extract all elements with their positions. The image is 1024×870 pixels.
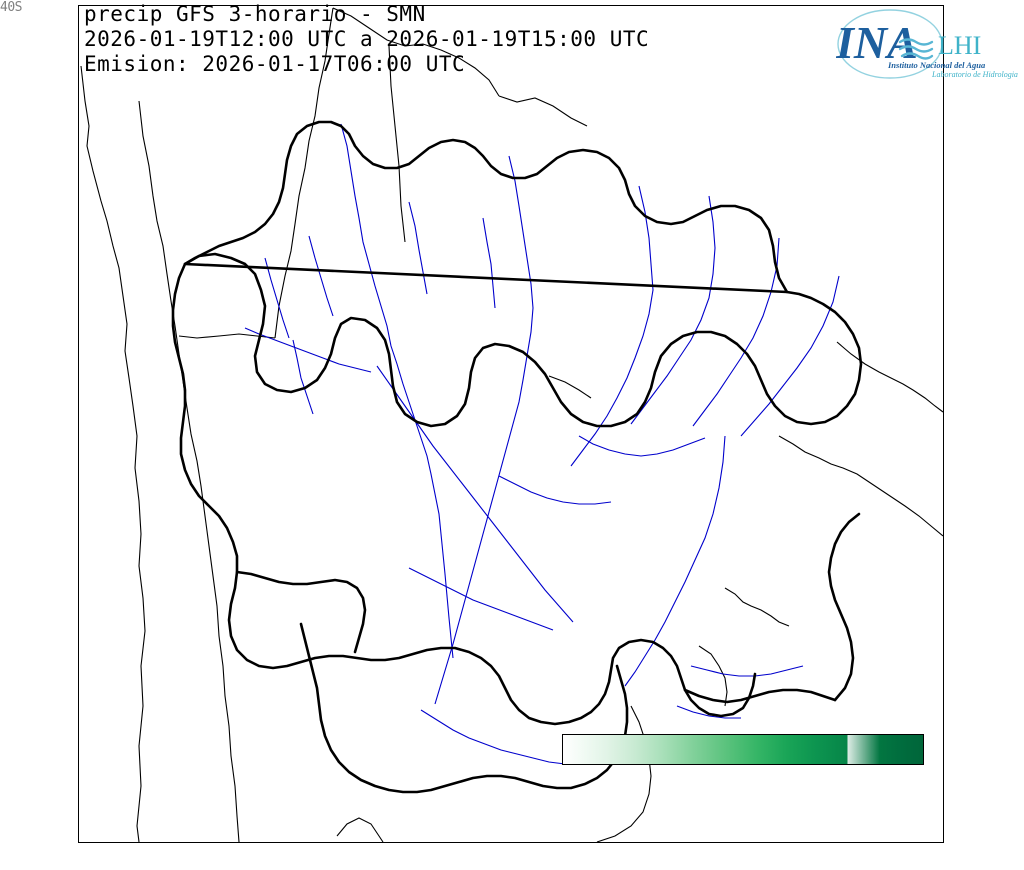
map-vector-overlay — [80, 7, 943, 842]
title-line-valid-period: 2026-01-19T12:00 UTC a 2026-01-19T15:00 … — [84, 27, 650, 51]
colorbar-gradient — [562, 734, 924, 765]
map-title-block: precip GFS 3-horario - SMN 2026-01-19T12… — [84, 2, 649, 77]
logo-ina-text: INA — [836, 17, 918, 68]
map-frame — [78, 5, 944, 843]
ina-lhi-logo: INA LHI Instituto Nacional del Agua Labo… — [836, 9, 1018, 79]
logo-waves — [898, 38, 934, 60]
logo-arc — [837, 9, 943, 79]
river-network — [244, 123, 840, 765]
colorbar-legend — [562, 734, 924, 787]
colorbar-tick-labels — [562, 765, 924, 787]
country-borders — [80, 7, 943, 842]
logo-caption-top: Instituto Nacional del Agua — [887, 60, 986, 70]
corner-latitude-label: 40S — [0, 0, 22, 15]
title-line-emission: Emision: 2026-01-17T06:00 UTC — [84, 52, 466, 76]
basin-boundary — [171, 120, 863, 794]
map-plot-area — [79, 6, 943, 842]
title-line-variable: precip GFS 3-horario - SMN — [84, 2, 426, 26]
precipitation-raster — [79, 6, 943, 842]
logo-caption-bottom: Laboratorio de Hidrologia — [931, 70, 1018, 79]
logo-lhi-text: LHI — [938, 31, 981, 60]
